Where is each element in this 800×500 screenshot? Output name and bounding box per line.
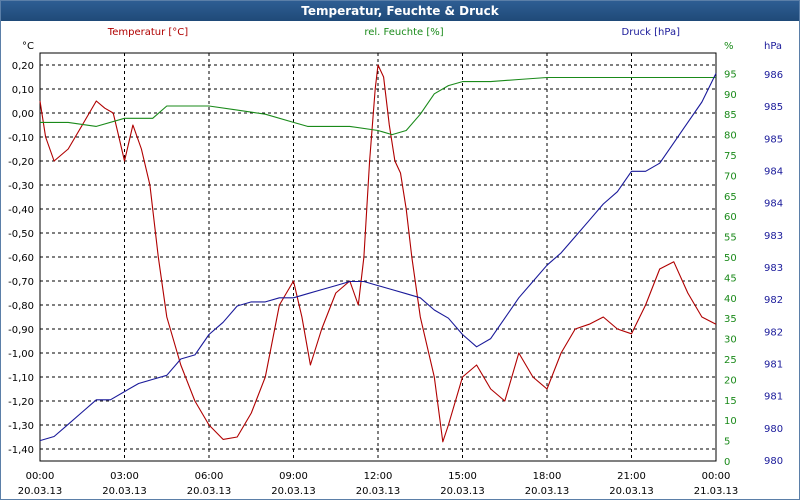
- x-tick-time: 03:00: [110, 471, 139, 482]
- humidity-tick-label: 50: [724, 253, 737, 264]
- humidity-tick-label: 85: [724, 110, 737, 121]
- pressure-tick-label: 985: [764, 102, 783, 113]
- pressure-axis-unit: hPa: [764, 41, 782, 52]
- left-tick-label: -0,90: [8, 325, 34, 336]
- humidity-tick-label: 25: [724, 355, 737, 366]
- pressure-tick-label: 986: [764, 70, 783, 81]
- left-tick-label: -0,10: [8, 133, 34, 144]
- x-tick-date: 20.03.13: [356, 486, 401, 497]
- x-tick-time: 18:00: [533, 471, 562, 482]
- pressure-tick-label: 981: [764, 392, 783, 403]
- window-title: Temperatur, Feuchte & Druck: [1, 1, 799, 21]
- humidity-tick-label: 20: [724, 375, 737, 386]
- x-tick-date: 20.03.13: [525, 486, 570, 497]
- left-tick-label: -1,10: [8, 373, 34, 384]
- humidity-tick-label: 45: [724, 273, 737, 284]
- pressure-tick-label: 983: [764, 231, 783, 242]
- x-tick-time: 00:00: [702, 471, 731, 482]
- x-tick-date: 20.03.13: [18, 486, 63, 497]
- plot-frame: [39, 52, 717, 462]
- humidity-axis-unit: %: [724, 41, 734, 52]
- humidity-tick-label: 10: [724, 416, 737, 427]
- grid: [40, 53, 716, 461]
- left-tick-label: 0,20: [12, 61, 34, 72]
- left-tick-label: -0,60: [8, 253, 34, 264]
- left-tick-label: -1,30: [8, 421, 34, 432]
- humidity-tick-label: 70: [724, 171, 737, 182]
- pressure-tick-label: 985: [764, 134, 783, 145]
- x-tick-time: 12:00: [364, 471, 393, 482]
- series-line-humidity: [40, 76, 716, 136]
- left-tick-label: -0,30: [8, 181, 34, 192]
- x-tick-date: 20.03.13: [187, 486, 232, 497]
- x-tick-date: 20.03.13: [271, 486, 316, 497]
- series-line-left: [39, 64, 717, 443]
- humidity-tick-label: 75: [724, 151, 737, 162]
- series-label: rel. Feuchte [%]: [364, 27, 443, 38]
- x-tick-time: 00:00: [26, 471, 55, 482]
- humidity-tick-label: 60: [724, 212, 737, 223]
- left-axis-unit: °C: [22, 41, 34, 52]
- humidity-tick-label: 90: [724, 90, 737, 101]
- left-tick-label: -0,20: [8, 157, 34, 168]
- x-tick-time: 15:00: [448, 471, 477, 482]
- humidity-tick-label: 95: [724, 69, 737, 80]
- left-tick-label: -0,70: [8, 277, 34, 288]
- x-tick-date: 20.03.13: [609, 486, 654, 497]
- left-tick-label: -1,00: [8, 349, 34, 360]
- series-label: Druck [hPa]: [622, 27, 681, 38]
- axis-labels: 0,20 0,10 0,00 -0,10 -0,20 -0,30 -0,40 -0,50 -0,…: [8, 27, 783, 497]
- pressure-tick-label: 980: [764, 456, 783, 467]
- left-tick-label: -1,20: [8, 397, 34, 408]
- series-lines: [39, 64, 717, 443]
- pressure-tick-label: 984: [764, 167, 783, 178]
- humidity-tick-label: 35: [724, 314, 737, 325]
- pressure-tick-label: 982: [764, 327, 783, 338]
- pressure-tick-label: 982: [764, 295, 783, 306]
- x-tick-time: 06:00: [195, 471, 224, 482]
- x-tick-date: 20.03.13: [440, 486, 485, 497]
- humidity-tick-label: 65: [724, 192, 737, 203]
- x-tick-time: 21:00: [617, 471, 646, 482]
- left-tick-label: -0,40: [8, 205, 34, 216]
- humidity-tick-label: 55: [724, 233, 737, 244]
- humidity-tick-label: 80: [724, 131, 737, 142]
- humidity-tick-label: 0: [724, 457, 730, 468]
- left-tick-label: -1,40: [8, 445, 34, 456]
- pressure-tick-label: 984: [764, 199, 783, 210]
- humidity-tick-label: 5: [724, 437, 730, 448]
- pressure-tick-label: 980: [764, 424, 783, 435]
- left-tick-label: -0,50: [8, 229, 34, 240]
- humidity-tick-label: 30: [724, 335, 737, 346]
- x-tick-date: 20.03.13: [102, 486, 147, 497]
- left-tick-label: 0,00: [12, 109, 34, 120]
- x-tick-date: 21.03.13: [694, 486, 739, 497]
- left-tick-label: -0,80: [8, 301, 34, 312]
- humidity-tick-label: 40: [724, 294, 737, 305]
- pressure-tick-label: 981: [764, 360, 783, 371]
- x-tick-time: 09:00: [279, 471, 308, 482]
- series-label: Temperatur [°C]: [107, 27, 188, 38]
- pressure-tick-label: 983: [764, 263, 783, 274]
- humidity-tick-label: 15: [724, 396, 737, 407]
- series-line-pressure: [39, 73, 717, 442]
- left-tick-label: 0,10: [12, 85, 34, 96]
